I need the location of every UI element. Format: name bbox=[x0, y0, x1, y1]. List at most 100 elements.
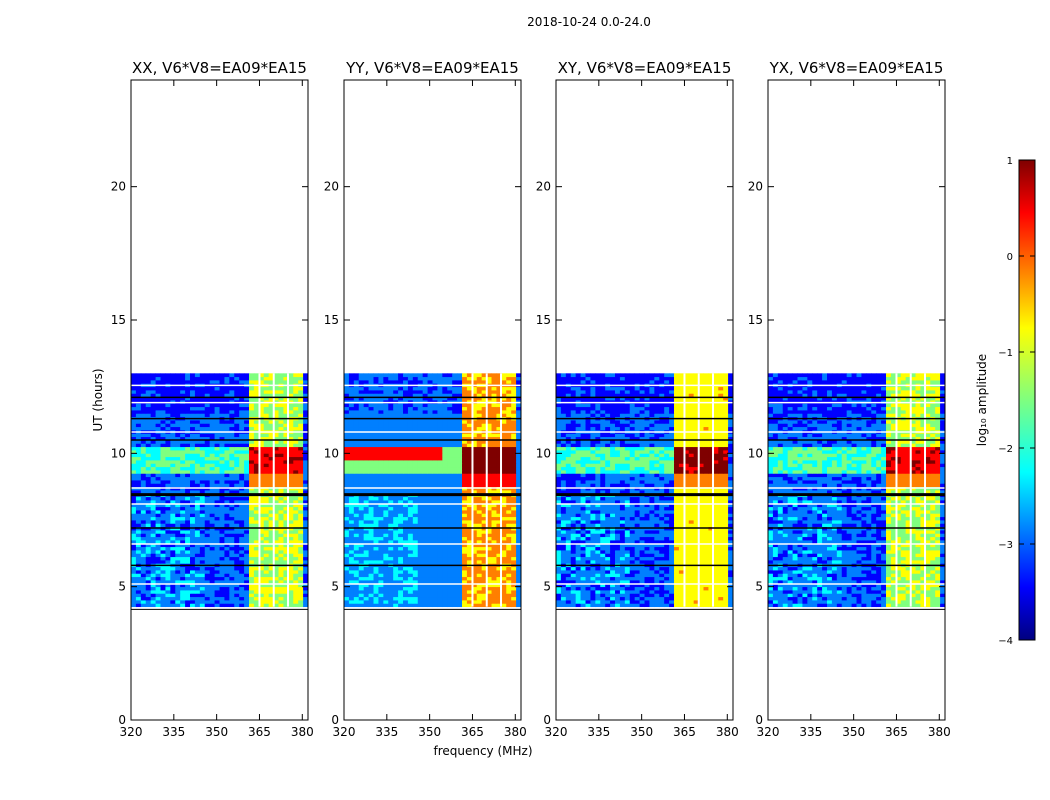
heatmap-cell bbox=[214, 480, 220, 484]
heatmap-cell bbox=[253, 490, 260, 494]
heatmap-cell bbox=[175, 570, 181, 574]
heatmap-cell bbox=[204, 460, 211, 464]
heatmap-cell bbox=[140, 450, 147, 454]
heatmap-cell bbox=[244, 576, 250, 581]
heatmap-cell bbox=[199, 500, 206, 504]
heatmap-cell bbox=[185, 603, 191, 608]
heatmap-cell bbox=[150, 393, 156, 398]
heatmap-cell bbox=[278, 400, 284, 404]
heatmap-cell bbox=[249, 533, 255, 538]
heatmap-cell bbox=[486, 566, 492, 571]
heatmap-cell bbox=[363, 496, 369, 501]
heatmap-cell bbox=[239, 390, 245, 394]
heatmap-cell bbox=[219, 556, 225, 561]
heatmap-cell bbox=[432, 470, 438, 474]
heatmap-cell bbox=[293, 513, 299, 518]
heatmap-cell bbox=[239, 506, 245, 511]
heatmap-cell bbox=[155, 396, 161, 401]
heatmap-cell bbox=[263, 440, 270, 444]
heatmap-cell bbox=[388, 560, 394, 564]
heatmap-cell bbox=[476, 576, 483, 581]
heatmap-cell bbox=[407, 566, 414, 571]
heatmap-cell bbox=[209, 473, 215, 478]
heatmap-cell bbox=[175, 530, 181, 534]
heatmap-cell bbox=[273, 490, 279, 494]
heatmap-cell bbox=[511, 516, 517, 521]
heatmap-cell bbox=[253, 480, 260, 484]
heatmap-cell bbox=[398, 573, 404, 578]
heatmap-cell bbox=[253, 426, 260, 431]
heatmap-cell bbox=[278, 496, 284, 501]
heatmap-cell bbox=[506, 556, 512, 561]
heatmap-cell bbox=[462, 496, 468, 501]
heatmap-cell bbox=[258, 566, 265, 571]
heatmap-cell bbox=[407, 593, 414, 598]
heatmap-cell bbox=[398, 396, 404, 401]
heatmap-cell bbox=[383, 473, 389, 478]
heatmap-cell bbox=[516, 463, 522, 468]
heatmap-cell bbox=[422, 456, 428, 461]
heatmap-cell bbox=[258, 553, 265, 558]
heatmap-cell bbox=[165, 446, 171, 451]
heatmap-cell bbox=[253, 380, 260, 384]
heatmap-cell bbox=[393, 513, 399, 518]
heatmap-cell bbox=[486, 433, 492, 438]
heatmap-cell bbox=[219, 446, 225, 451]
heatmap-cell bbox=[175, 576, 181, 581]
heatmap-cell bbox=[209, 476, 215, 481]
heatmap-cell bbox=[388, 393, 394, 398]
heatmap-cell bbox=[214, 420, 220, 424]
heatmap-cell bbox=[239, 400, 245, 404]
heatmap-cell bbox=[516, 450, 522, 454]
heatmap-cell bbox=[407, 426, 414, 431]
heatmap-cell bbox=[170, 463, 176, 468]
heatmap-cell bbox=[496, 513, 502, 518]
panel-title: YY, V6*V8=EA09*EA15 bbox=[345, 59, 519, 77]
heatmap-cell bbox=[496, 536, 502, 541]
heatmap-cell bbox=[303, 376, 309, 381]
heatmap-cell bbox=[135, 533, 142, 538]
heatmap-cell bbox=[170, 550, 176, 554]
heatmap-cell bbox=[155, 520, 161, 524]
heatmap-cell bbox=[140, 376, 147, 381]
heatmap-cell bbox=[253, 450, 260, 454]
heatmap-cell bbox=[378, 436, 384, 441]
heatmap-cell bbox=[466, 476, 473, 481]
heatmap-cell bbox=[278, 380, 284, 384]
heatmap-cell bbox=[214, 520, 220, 524]
heatmap-cell bbox=[175, 556, 181, 561]
spectrogram-cells bbox=[131, 373, 309, 608]
heatmap-cell bbox=[170, 553, 176, 558]
heatmap-cell bbox=[358, 466, 365, 471]
heatmap-cell bbox=[131, 483, 137, 488]
heatmap-cell bbox=[481, 523, 487, 528]
heatmap-cell bbox=[175, 516, 181, 521]
heatmap-cell bbox=[155, 576, 161, 581]
heatmap-cell bbox=[293, 396, 299, 401]
heatmap-cell bbox=[501, 403, 507, 408]
heatmap-cell bbox=[486, 456, 492, 461]
heatmap-cell bbox=[229, 420, 235, 424]
heatmap-cell bbox=[412, 433, 419, 438]
heatmap-cell bbox=[150, 463, 156, 468]
heatmap-cell bbox=[373, 520, 379, 524]
heatmap-cell bbox=[190, 530, 196, 534]
heatmap-cell bbox=[219, 450, 225, 454]
heatmap-cell bbox=[209, 580, 215, 584]
heatmap-cell bbox=[368, 553, 374, 558]
heatmap-cell bbox=[373, 546, 379, 551]
heatmap-cell bbox=[417, 516, 424, 521]
heatmap-cell bbox=[452, 436, 458, 441]
heatmap-cell bbox=[219, 593, 225, 598]
heatmap-cell bbox=[447, 580, 453, 584]
heatmap-cell bbox=[432, 446, 438, 451]
heatmap-cell bbox=[457, 516, 463, 521]
heatmap-cell bbox=[209, 443, 215, 448]
heatmap-cell bbox=[403, 410, 409, 414]
heatmap-cell bbox=[447, 503, 453, 508]
heatmap-cell bbox=[155, 566, 161, 571]
heatmap-cell bbox=[283, 433, 289, 438]
heatmap-cell bbox=[471, 440, 478, 444]
heatmap-cell bbox=[244, 490, 250, 494]
heatmap-cell bbox=[194, 490, 201, 494]
